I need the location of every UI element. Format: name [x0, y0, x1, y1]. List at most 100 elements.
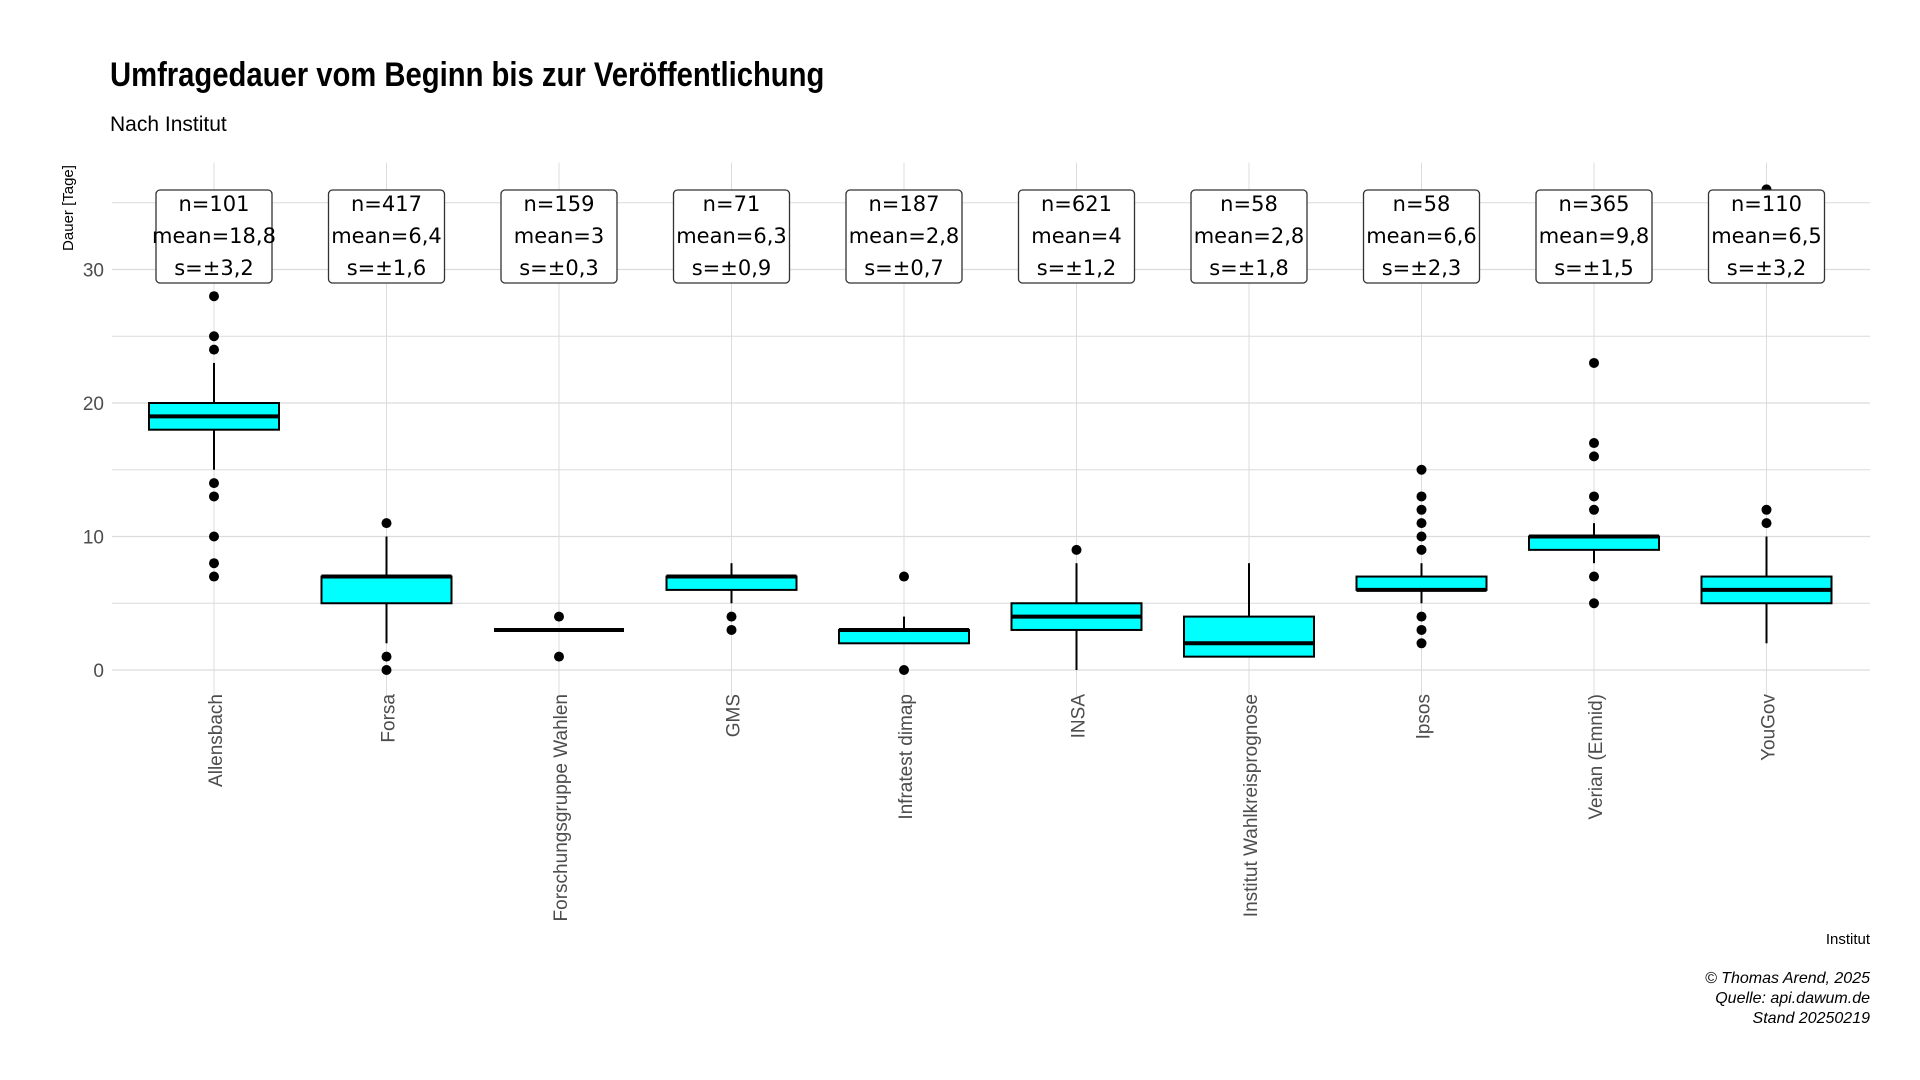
- outlier-point: [381, 651, 392, 662]
- stat-n: n=71: [703, 192, 761, 216]
- box-infratest-dimap: [838, 571, 970, 675]
- stat-sd: s=±2,3: [1382, 256, 1462, 280]
- outlier-point: [1416, 638, 1427, 649]
- outlier-point: [1589, 438, 1599, 449]
- outlier-point: [899, 571, 909, 582]
- x-axis-title: Institut: [1826, 931, 1871, 948]
- stat-label: n=187 mean=2,8 s=±0,7: [845, 189, 963, 284]
- stat-label: n=58 mean=2,8 s=±1,8: [1190, 189, 1308, 284]
- outlier-point: [726, 611, 737, 622]
- stat-label: n=110 mean=6,5 s=±3,2: [1707, 189, 1826, 284]
- stat-n: n=58: [1220, 192, 1278, 216]
- outlier-point: [1416, 491, 1427, 502]
- caption-date: Stand 20250219: [1753, 1010, 1871, 1027]
- caption-copyright: © Thomas Arend, 2025: [1705, 970, 1870, 987]
- box-iqr: [838, 628, 970, 645]
- outlier-point: [1416, 531, 1427, 542]
- caption-source: Quelle: api.dawum.de: [1715, 990, 1870, 1007]
- stat-mean: mean=6,3: [676, 224, 787, 248]
- x-tick-label: Forsa: [379, 694, 400, 743]
- y-tick-label: 30: [83, 261, 104, 282]
- stat-n: n=621: [1041, 192, 1112, 216]
- outlier-point: [1416, 544, 1427, 555]
- x-tick-label: GMS: [724, 694, 745, 737]
- y-axis-ticks: 0 10 20 30: [83, 261, 104, 683]
- x-tick-label: Forschungsgruppe Wahlen: [551, 694, 572, 921]
- outlier-point: [1416, 504, 1427, 515]
- outlier-point: [381, 665, 392, 675]
- x-tick-label: Infratest dimap: [896, 694, 917, 820]
- stat-sd: s=±1,2: [1037, 256, 1117, 280]
- stat-label: n=159 mean=3 s=±0,3: [500, 189, 618, 284]
- stat-mean: mean=2,8: [1194, 224, 1305, 248]
- outlier-point: [209, 291, 219, 302]
- y-tick-label: 10: [83, 528, 104, 549]
- stat-n: n=58: [1393, 192, 1451, 216]
- box-insa: [1010, 544, 1143, 670]
- box-allensbach: [148, 291, 280, 582]
- stat-mean: mean=4: [1031, 224, 1122, 248]
- stat-label: n=58 mean=6,6 s=±2,3: [1362, 189, 1481, 284]
- outlier-point: [1416, 624, 1427, 635]
- stat-mean: mean=18,8: [152, 224, 276, 248]
- stat-mean: mean=6,5: [1711, 224, 1822, 248]
- box-forsa: [320, 518, 453, 675]
- stat-n: n=101: [179, 192, 250, 216]
- stat-label-box: [845, 189, 963, 284]
- caption: © Thomas Arend, 2025 Quelle: api.dawum.d…: [1705, 970, 1870, 1027]
- box-ipsos: [1355, 464, 1488, 649]
- stat-n: n=365: [1559, 192, 1630, 216]
- outlier-point: [209, 558, 219, 569]
- box-verian-emnid-: [1528, 357, 1660, 609]
- stat-mean: mean=6,6: [1366, 224, 1477, 248]
- outlier-point: [554, 611, 564, 622]
- x-tick-label: Verian (Emnid): [1586, 694, 1607, 820]
- outlier-point: [209, 478, 219, 489]
- stat-sd: s=±3,2: [1727, 256, 1807, 280]
- stat-label-box: [1362, 189, 1481, 284]
- box-institut-wahlkreisprognose: [1183, 563, 1315, 658]
- outlier-point: [899, 665, 909, 675]
- outlier-point: [209, 344, 219, 355]
- outlier-point: [209, 491, 219, 502]
- stat-label: n=365 mean=9,8 s=±1,5: [1535, 189, 1653, 284]
- outlier-point: [1589, 357, 1599, 368]
- x-tick-label: INSA: [1069, 694, 1090, 739]
- x-axis-categories: Allensbach Forsa Forschungsgruppe Wahlen GM…: [206, 694, 1780, 922]
- outlier-point: [209, 571, 219, 582]
- box-gms: [665, 563, 798, 635]
- outlier-point: [1589, 598, 1599, 609]
- chart-title: Umfragedauer vom Beginn bis zur Veröffen…: [110, 55, 824, 94]
- stat-label-box: [155, 189, 273, 284]
- x-tick-label: Institut Wahlkreisprognose: [1241, 694, 1262, 917]
- x-tick-label: Allensbach: [206, 694, 227, 787]
- outlier-point: [1589, 504, 1599, 515]
- outlier-point: [1761, 504, 1772, 515]
- outlier-point: [1589, 451, 1599, 462]
- stat-label: n=101 mean=18,8 s=±3,2: [152, 189, 276, 284]
- outlier-point: [1589, 571, 1599, 582]
- stat-label-box: [672, 189, 791, 284]
- stat-sd: s=±1,5: [1554, 256, 1634, 280]
- outlier-point: [1416, 464, 1427, 475]
- stat-mean: mean=9,8: [1539, 224, 1650, 248]
- box-iqr: [1183, 615, 1315, 658]
- x-tick-label: Ipsos: [1414, 694, 1435, 739]
- y-tick-label: 20: [83, 394, 104, 415]
- stat-n: n=187: [869, 192, 940, 216]
- x-tick-label: YouGov: [1759, 694, 1780, 761]
- box-forschungsgruppe-wahlen: [494, 611, 624, 662]
- stat-mean: mean=2,8: [849, 224, 960, 248]
- outlier-point: [1071, 544, 1082, 555]
- stat-n: n=110: [1731, 192, 1802, 216]
- box-iqr: [1355, 575, 1488, 591]
- stat-label: n=417 mean=6,4 s=±1,6: [327, 189, 446, 284]
- y-tick-label: 0: [93, 661, 104, 682]
- outlier-point: [726, 624, 737, 635]
- outlier-point: [1761, 518, 1772, 529]
- outlier-point: [1589, 491, 1599, 502]
- stat-label-box: [1707, 189, 1826, 284]
- chart-subtitle: Nach Institut: [110, 113, 227, 136]
